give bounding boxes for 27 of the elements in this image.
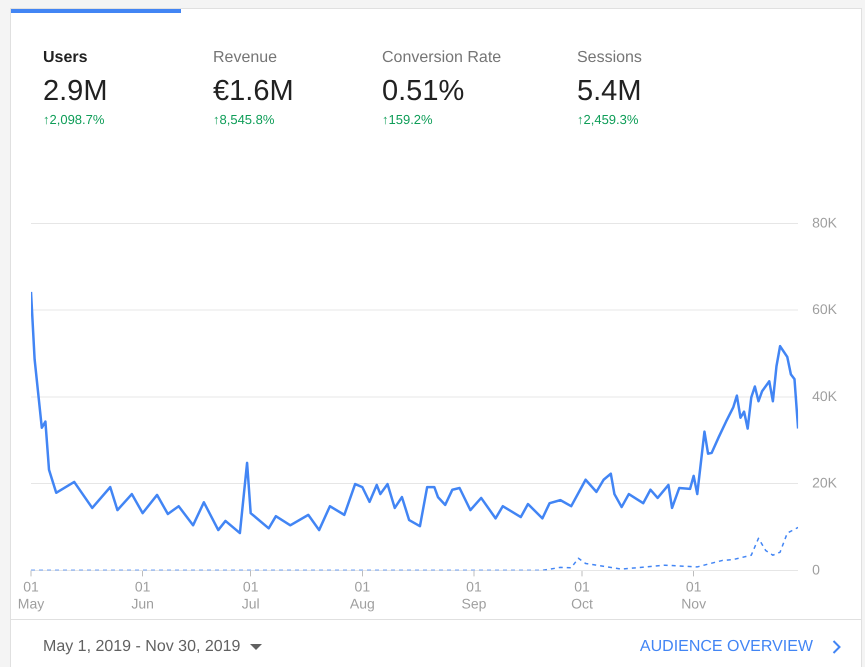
x-tick-label: 01 May (18, 578, 44, 612)
text: AUDIENCE OVERVIEW (640, 638, 813, 656)
y-tick-label: 40K (812, 388, 838, 404)
y-tick-label: 20K (812, 474, 838, 491)
text: €1.6M (213, 75, 294, 108)
text: Sessions (577, 49, 642, 67)
text: ↑8,545.8% (213, 112, 276, 127)
x-tick-label: 01 Nov (681, 578, 706, 612)
line-series (31, 526, 798, 570)
text: 0.51% (382, 75, 466, 108)
y-tick-label: 60K (812, 301, 838, 318)
text: Conversion Rate (382, 49, 502, 67)
x-tick-label: 01 Aug (350, 578, 375, 612)
text: Users (43, 49, 88, 67)
text: May 1, 2019 - Nov 30, 2019 (43, 638, 240, 655)
x-tick-label: 01 Jun (131, 578, 154, 612)
text: ↑2,459.3% (577, 112, 640, 127)
x-tick-label: 01 Jul (242, 578, 260, 612)
text: ↑2,098.7% (43, 112, 106, 127)
y-tick-label: 80K (812, 214, 838, 230)
x-tick-label: 01 Sep (462, 578, 487, 612)
text: 2.9M (43, 75, 108, 108)
text: 5.4M (577, 75, 642, 108)
y-tick-label: 0 (812, 561, 820, 578)
x-tick-label: 01 Oct (571, 578, 594, 612)
text: ↑159.2% (382, 112, 434, 127)
text: Revenue (213, 49, 278, 67)
